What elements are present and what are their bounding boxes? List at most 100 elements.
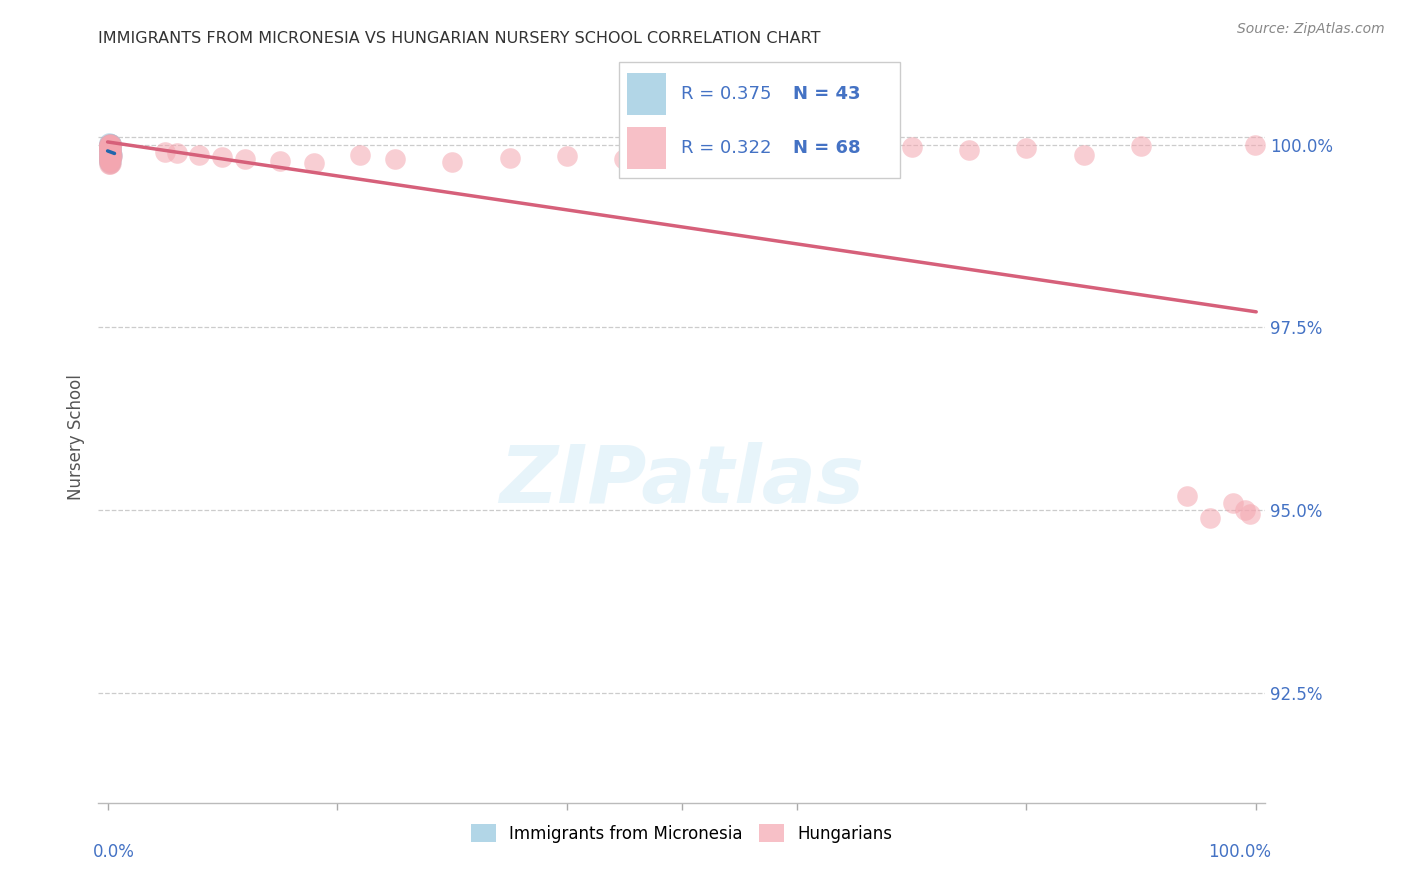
Point bbox=[1199, 510, 1222, 524]
Point bbox=[97, 140, 120, 154]
Point bbox=[100, 147, 122, 161]
Point bbox=[98, 138, 121, 153]
FancyBboxPatch shape bbox=[627, 128, 666, 169]
Point bbox=[100, 152, 122, 166]
Text: Source: ZipAtlas.com: Source: ZipAtlas.com bbox=[1237, 22, 1385, 37]
Point bbox=[100, 154, 122, 169]
Point bbox=[98, 139, 121, 153]
Point bbox=[97, 142, 120, 156]
Point bbox=[100, 139, 122, 153]
Legend: Immigrants from Micronesia, Hungarians: Immigrants from Micronesia, Hungarians bbox=[464, 818, 900, 849]
Point bbox=[100, 144, 122, 158]
Point bbox=[97, 144, 120, 158]
Point bbox=[97, 139, 120, 153]
Text: N = 68: N = 68 bbox=[793, 139, 860, 157]
Point bbox=[100, 146, 122, 161]
Point bbox=[97, 156, 120, 170]
Point bbox=[98, 137, 121, 152]
Point bbox=[1233, 503, 1256, 517]
Point bbox=[98, 152, 121, 166]
Point bbox=[100, 142, 122, 156]
Point bbox=[97, 146, 120, 161]
Point bbox=[728, 143, 751, 157]
Point bbox=[957, 144, 980, 158]
Point bbox=[97, 138, 120, 153]
Point bbox=[98, 141, 121, 155]
Point bbox=[97, 151, 120, 165]
Point bbox=[900, 139, 922, 153]
Point bbox=[97, 140, 120, 154]
Point bbox=[1239, 507, 1261, 521]
Point bbox=[349, 148, 371, 162]
Point bbox=[97, 147, 120, 161]
Text: 0.0%: 0.0% bbox=[93, 843, 135, 861]
Point bbox=[97, 145, 120, 159]
Point bbox=[100, 145, 122, 159]
Point bbox=[671, 139, 693, 153]
Point bbox=[97, 155, 120, 169]
Point bbox=[100, 137, 122, 152]
Point bbox=[97, 141, 120, 155]
Point bbox=[498, 151, 520, 165]
Point bbox=[98, 144, 121, 158]
Point bbox=[97, 154, 120, 169]
Y-axis label: Nursery School: Nursery School bbox=[66, 374, 84, 500]
Point bbox=[100, 155, 122, 169]
Point bbox=[97, 152, 120, 166]
Point bbox=[98, 147, 121, 161]
Text: R = 0.322: R = 0.322 bbox=[681, 139, 770, 157]
Point bbox=[211, 150, 233, 164]
Point bbox=[97, 139, 120, 153]
Point bbox=[98, 154, 121, 169]
Point bbox=[98, 153, 121, 167]
Point bbox=[844, 145, 866, 159]
Point bbox=[98, 150, 121, 164]
Point bbox=[101, 149, 124, 163]
Point bbox=[1244, 138, 1267, 153]
Point bbox=[1175, 489, 1198, 503]
Point bbox=[97, 152, 120, 166]
Point bbox=[98, 138, 121, 153]
Point bbox=[98, 140, 121, 154]
Point bbox=[97, 137, 120, 152]
Point bbox=[97, 147, 120, 161]
Point bbox=[98, 155, 121, 169]
Point bbox=[98, 148, 121, 162]
Point bbox=[98, 145, 121, 159]
Point bbox=[188, 148, 211, 162]
Point bbox=[269, 153, 291, 168]
Point bbox=[98, 157, 121, 171]
Point bbox=[100, 144, 122, 158]
Point bbox=[98, 155, 121, 169]
Point bbox=[100, 136, 122, 151]
Point bbox=[235, 152, 257, 166]
Point bbox=[97, 142, 120, 156]
Point bbox=[97, 139, 120, 153]
Point bbox=[98, 143, 121, 157]
Point bbox=[97, 144, 120, 158]
Point bbox=[98, 143, 121, 157]
Point bbox=[97, 138, 120, 153]
Point bbox=[555, 149, 578, 163]
Point bbox=[98, 137, 121, 152]
FancyBboxPatch shape bbox=[627, 73, 666, 114]
Point bbox=[100, 149, 122, 163]
Point bbox=[97, 139, 120, 153]
Point bbox=[384, 152, 406, 166]
Point bbox=[100, 136, 122, 151]
Point bbox=[1073, 148, 1095, 162]
Point bbox=[98, 153, 121, 168]
Point bbox=[97, 150, 120, 164]
Point bbox=[97, 136, 120, 150]
Point bbox=[304, 155, 326, 169]
Text: ZIPatlas: ZIPatlas bbox=[499, 442, 865, 520]
Point bbox=[98, 151, 121, 165]
Point bbox=[98, 152, 121, 166]
Text: IMMIGRANTS FROM MICRONESIA VS HUNGARIAN NURSERY SCHOOL CORRELATION CHART: IMMIGRANTS FROM MICRONESIA VS HUNGARIAN … bbox=[98, 31, 821, 46]
Point bbox=[98, 139, 121, 153]
Point bbox=[97, 153, 120, 168]
Text: R = 0.375: R = 0.375 bbox=[681, 85, 770, 103]
Point bbox=[100, 150, 122, 164]
Point bbox=[441, 155, 464, 169]
Point bbox=[97, 149, 120, 163]
